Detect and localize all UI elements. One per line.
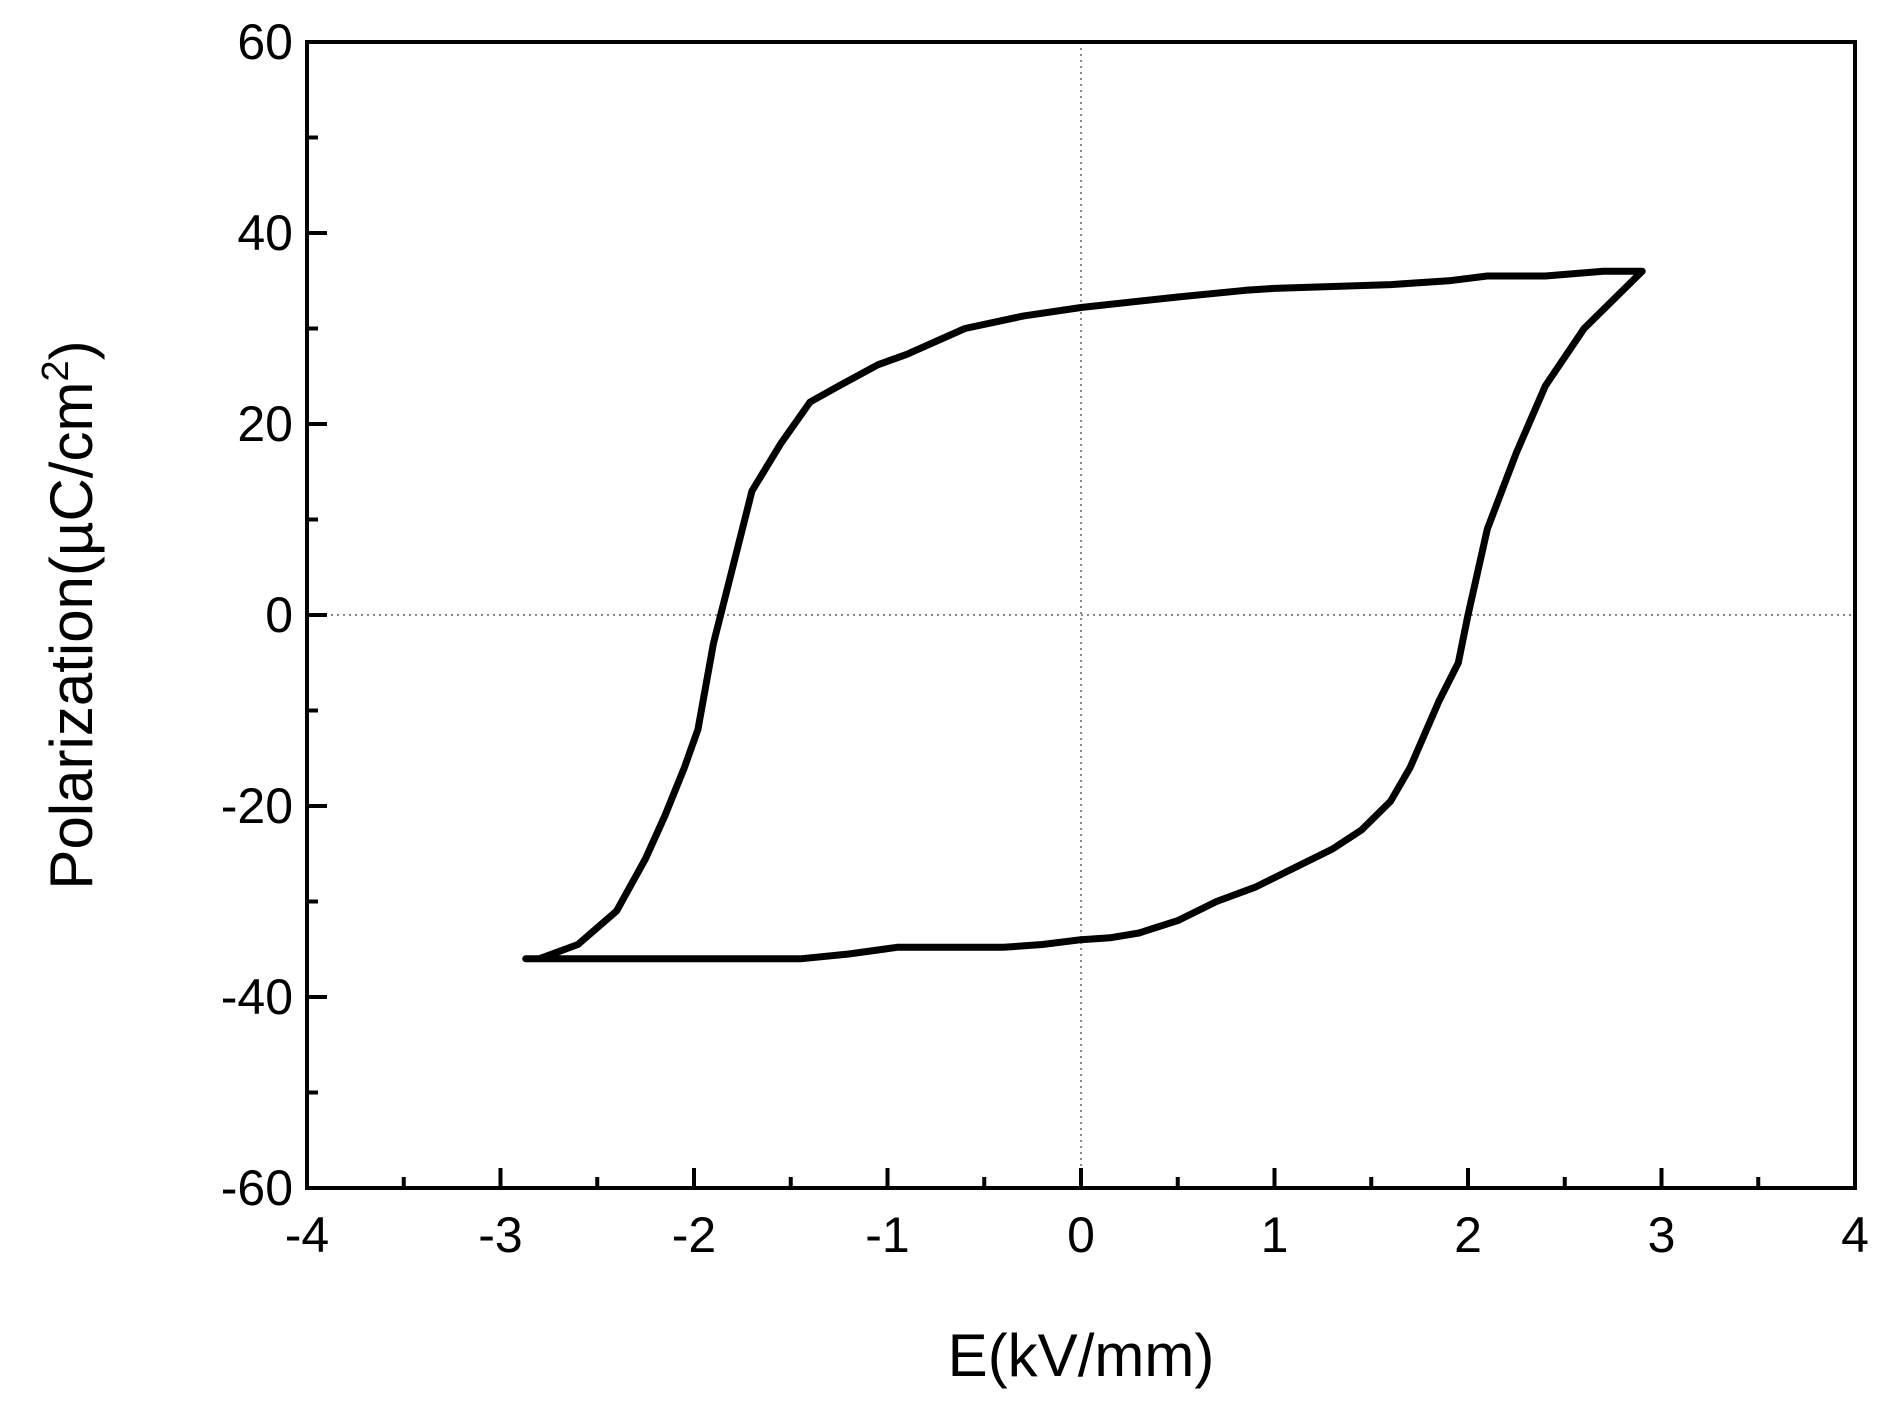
x-tick-label: -2	[672, 1207, 716, 1263]
series-group	[522, 267, 1646, 963]
x-tick-label: 1	[1261, 1207, 1289, 1263]
x-tick-labels: -4 -3 -2 -1 0 1 2 3 4	[285, 1207, 1869, 1263]
x-axis-title: E(kV/mm)	[948, 1322, 1215, 1389]
hysteresis-loop-line	[522, 267, 1646, 963]
y-tick-label: 60	[237, 14, 293, 70]
x-tick-label: 2	[1454, 1207, 1482, 1263]
y-axis-title-close: )	[38, 340, 105, 360]
y-tick-label: -40	[221, 969, 293, 1025]
y-axis-title: Polarization(µC/cm2)	[35, 340, 105, 889]
y-tick-label: -20	[221, 778, 293, 834]
x-tick-label: 4	[1841, 1207, 1869, 1263]
zero-reference-lines	[307, 42, 1855, 1188]
x-tick-label: 0	[1067, 1207, 1095, 1263]
x-tick-label: 3	[1648, 1207, 1676, 1263]
plot-frame	[305, 40, 1857, 1190]
x-tick-label: -4	[285, 1207, 329, 1263]
y-axis-title-superscript: 2	[35, 360, 77, 381]
y-tick-label: -60	[221, 1160, 293, 1216]
x-tick-label: -3	[478, 1207, 522, 1263]
y-tick-label: 40	[237, 205, 293, 261]
y-tick-labels: -60 -40 -20 0 20 40 60	[221, 14, 293, 1216]
y-axis-title-main: Polarization(µC/cm	[38, 382, 105, 890]
x-tick-label: -1	[865, 1207, 909, 1263]
y-tick-label: 20	[237, 396, 293, 452]
y-tick-label: 0	[265, 587, 293, 643]
